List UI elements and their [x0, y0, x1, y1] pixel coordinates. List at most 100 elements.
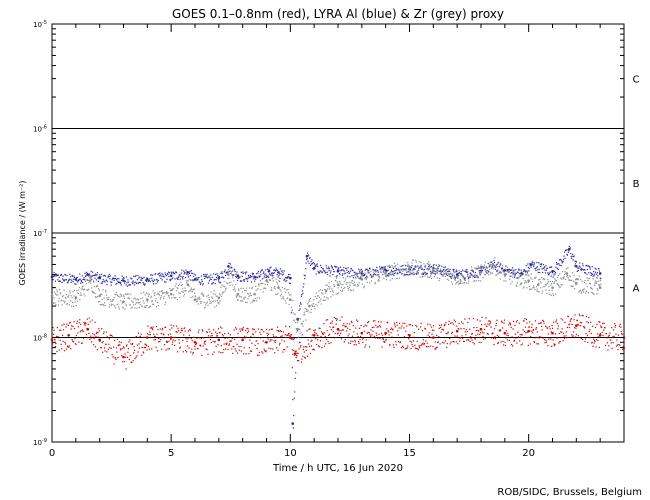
sample-dot: [338, 334, 341, 337]
sample-dot: [526, 272, 528, 274]
sample-dot: [142, 346, 144, 349]
sample-dot: [613, 329, 615, 331]
sample-dot: [610, 339, 612, 341]
sample-dot: [562, 340, 564, 342]
sample-dot: [567, 251, 569, 253]
sample-dot: [327, 288, 329, 290]
sample-dot: [511, 268, 513, 270]
sample-dot: [255, 331, 257, 333]
sample-dot: [55, 273, 57, 275]
sample-dot: [225, 288, 227, 290]
sample-dot: [213, 329, 215, 331]
sample-dot: [196, 337, 198, 339]
sample-dot: [373, 270, 375, 272]
sample-dot: [366, 275, 368, 277]
sample-dot: [166, 341, 168, 344]
sample-dot: [584, 269, 586, 271]
sample-dot: [128, 341, 130, 343]
sample-dot: [99, 301, 101, 303]
sample-dot: [265, 350, 267, 352]
sample-dot: [115, 347, 118, 349]
sample-dot: [75, 277, 78, 279]
sample-dot: [197, 297, 199, 299]
sample-dot: [345, 267, 347, 270]
sample-dot: [409, 268, 411, 270]
sample-dot: [476, 267, 478, 269]
sample-dot: [397, 334, 399, 336]
sample-dot: [189, 328, 191, 330]
sample-dot: [72, 281, 74, 283]
sample-dot: [512, 274, 515, 276]
sample-dot: [446, 274, 448, 277]
sample-dot: [571, 257, 573, 259]
sample-dot: [152, 274, 154, 276]
sample-dot: [79, 294, 81, 296]
sample-dot: [510, 324, 512, 326]
sample-dot: [193, 288, 195, 290]
x-tick-label: 15: [403, 448, 416, 459]
sample-dot: [554, 333, 557, 335]
sample-dot: [138, 347, 140, 349]
sample-dot: [557, 283, 559, 286]
sample-dot: [235, 275, 237, 278]
sample-dot: [378, 277, 381, 279]
sample-dot: [308, 299, 311, 301]
sample-dot: [415, 261, 417, 263]
sample-dot: [80, 282, 82, 284]
data-point: [536, 283, 540, 287]
sample-dot: [78, 341, 80, 343]
sample-dot: [139, 303, 141, 306]
sample-dot: [302, 286, 304, 288]
sample-dot: [382, 274, 384, 276]
sample-dot: [276, 330, 278, 332]
sample-dot: [318, 290, 320, 292]
sample-dot: [123, 294, 125, 296]
sample-dot: [392, 328, 394, 330]
sample-dot: [478, 330, 480, 332]
sample-dot: [209, 331, 211, 333]
sample-dot: [117, 345, 119, 347]
x-tick-label: 5: [168, 448, 174, 459]
sample-dot: [170, 289, 172, 291]
sample-dot: [211, 297, 213, 299]
sample-dot: [541, 292, 543, 294]
sample-dot: [356, 273, 358, 275]
sample-dot: [92, 336, 94, 338]
sample-dot: [273, 287, 275, 289]
sample-dot: [370, 329, 372, 331]
data-point: [146, 336, 149, 339]
sample-dot: [450, 322, 452, 324]
sample-dot: [557, 263, 559, 265]
sample-dot: [156, 293, 158, 295]
sample-dot: [108, 275, 110, 278]
sample-dot: [52, 302, 54, 305]
sample-dot: [71, 275, 73, 277]
sample-dot: [243, 279, 245, 281]
sample-dot: [319, 270, 321, 272]
sample-dot: [151, 348, 153, 350]
sample-dot: [238, 349, 241, 351]
sample-dot: [330, 329, 333, 331]
sample-dot: [532, 261, 534, 264]
sample-dot: [354, 271, 356, 273]
sample-dot: [286, 298, 288, 300]
sample-dot: [123, 297, 126, 300]
sample-dot: [483, 266, 485, 268]
sample-dot: [235, 327, 237, 329]
sample-dot: [303, 311, 305, 313]
sample-dot: [195, 296, 197, 298]
sample-dot: [265, 269, 267, 271]
sample-dot: [447, 271, 449, 273]
sample-dot: [133, 349, 136, 352]
sample-dot: [357, 276, 359, 278]
sample-dot: [584, 292, 587, 294]
sample-dot: [379, 326, 382, 328]
sample-dot: [103, 275, 105, 277]
sample-dot: [592, 292, 594, 294]
sample-dot: [594, 271, 597, 273]
sample-dot: [313, 263, 315, 265]
sample-dot: [571, 285, 573, 288]
sample-dot: [120, 282, 122, 284]
sample-dot: [191, 272, 193, 275]
sample-dot: [139, 335, 141, 337]
